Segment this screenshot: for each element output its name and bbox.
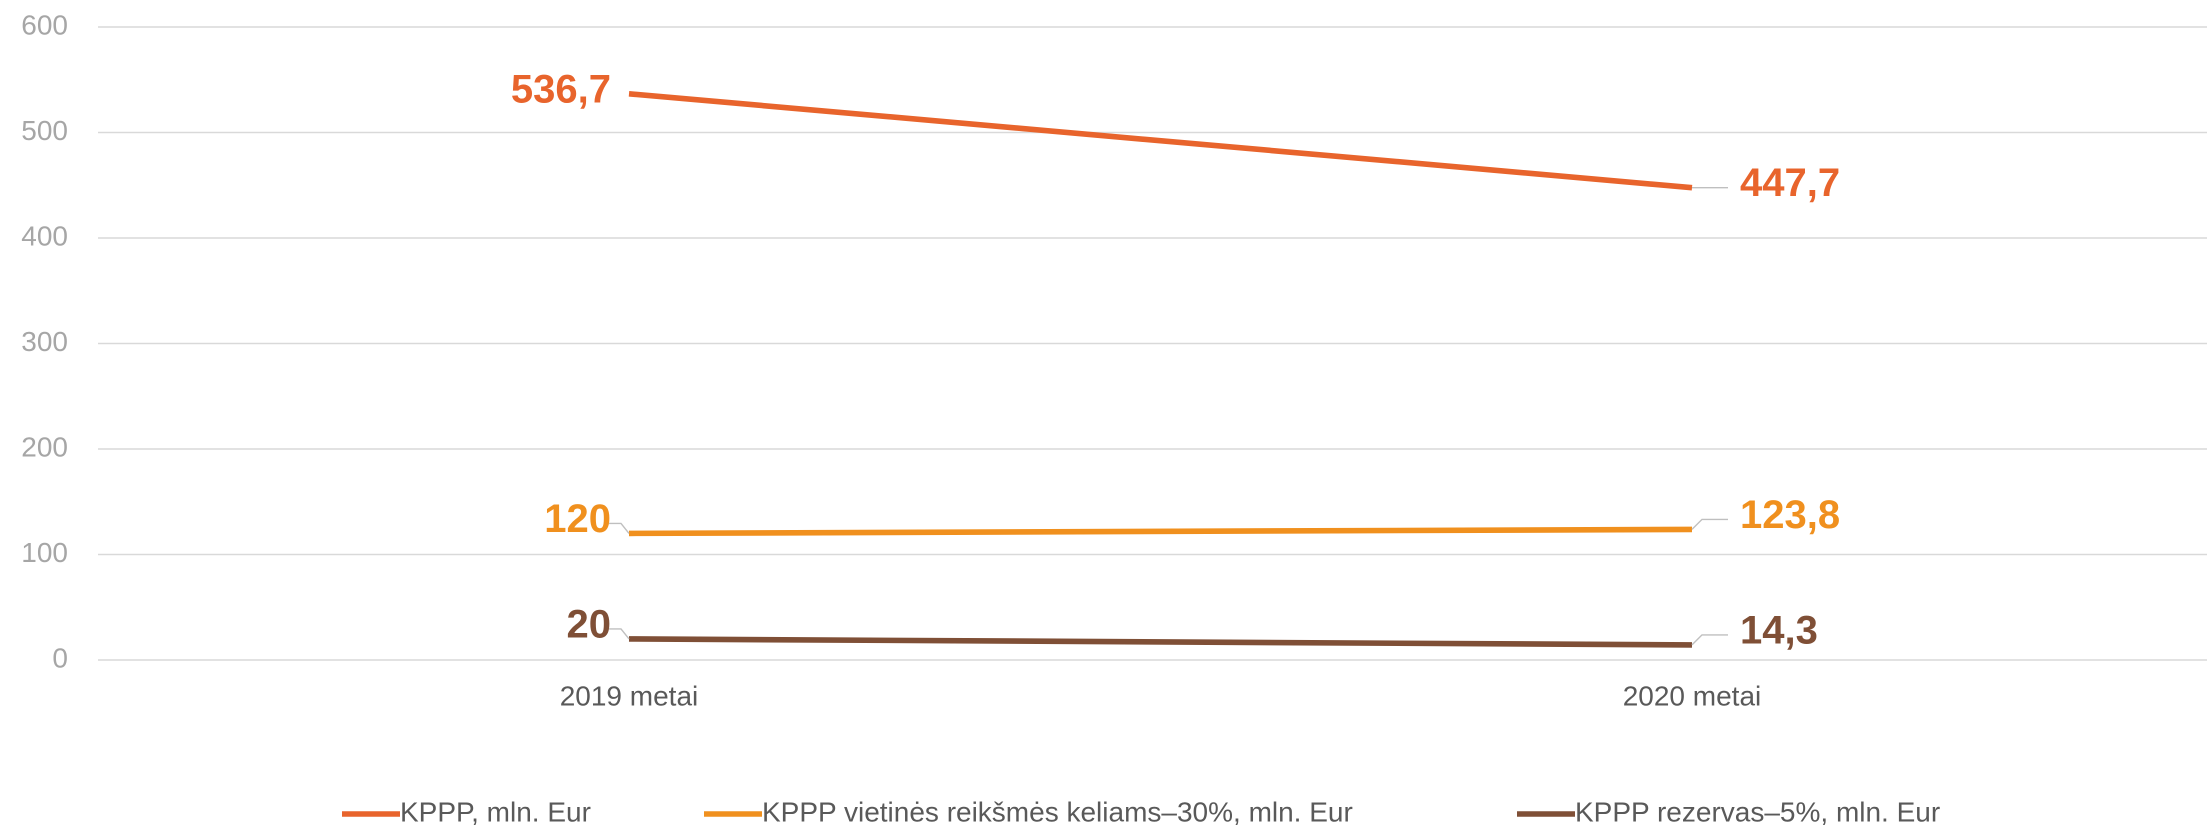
x-tick-label: 2020 metai — [1623, 680, 1762, 711]
legend-label: KPPP rezervas–5%, mln. Eur — [1575, 796, 1940, 827]
y-tick-label: 600 — [21, 9, 68, 40]
y-tick-label: 500 — [21, 115, 68, 146]
series-line — [628, 90, 1693, 191]
leader-line — [609, 522, 630, 534]
y-tick-label: 200 — [21, 431, 68, 462]
y-tick-label: 0 — [52, 642, 68, 673]
data-label: 536,7 — [511, 67, 611, 111]
y-tick-label: 300 — [21, 326, 68, 357]
leader-line — [609, 628, 630, 640]
y-tick-label: 400 — [21, 220, 68, 251]
legend-label: KPPP vietinės reikšmės keliams–30%, mln.… — [762, 796, 1353, 827]
data-label: 20 — [567, 602, 612, 646]
series-line — [628, 526, 1693, 537]
series-line — [628, 636, 1693, 648]
data-label: 123,8 — [1740, 493, 1840, 537]
data-label: 447,7 — [1740, 161, 1840, 205]
data-label: 14,3 — [1740, 608, 1818, 652]
leader-line — [1691, 634, 1728, 646]
y-tick-label: 100 — [21, 537, 68, 568]
data-label: 120 — [544, 497, 611, 541]
leader-line — [1691, 518, 1728, 530]
legend-label: KPPP, mln. Eur — [400, 796, 591, 827]
x-tick-label: 2019 metai — [560, 680, 699, 711]
